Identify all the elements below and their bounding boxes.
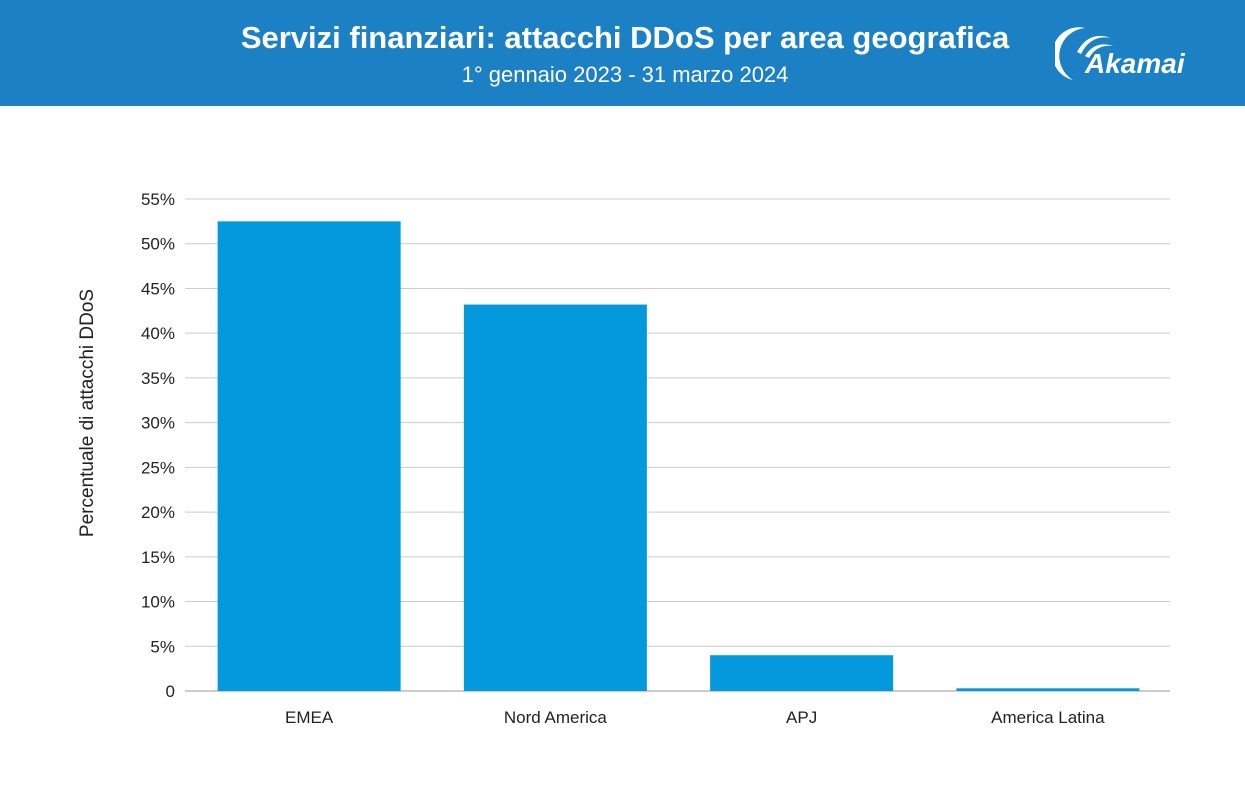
y-tick-label: 40% — [141, 324, 175, 343]
bar-apj — [710, 655, 894, 691]
akamai-logo: Akamai — [1055, 22, 1205, 86]
chart-title: Servizi finanziari: attacchi DDoS per ar… — [240, 20, 1010, 55]
y-tick-label: 25% — [141, 458, 175, 477]
y-tick-label: 5% — [150, 637, 175, 656]
y-tick-label: 55% — [141, 190, 175, 209]
y-tick-label: 50% — [141, 235, 175, 254]
y-tick-label: 35% — [141, 369, 175, 388]
bar-america-latina — [956, 688, 1140, 691]
logo-text: Akamai — [1085, 48, 1185, 79]
y-tick-label: 10% — [141, 593, 175, 612]
bar-emea — [217, 221, 401, 691]
x-tick-label: APJ — [786, 708, 817, 727]
y-tick-label: 0 — [166, 682, 175, 701]
x-tick-label: America Latina — [991, 708, 1105, 727]
header-banner: Servizi finanziari: attacchi DDoS per ar… — [0, 0, 1245, 106]
x-tick-label: EMEA — [285, 708, 334, 727]
y-tick-label: 45% — [141, 279, 175, 298]
bar-nord-america — [463, 304, 647, 691]
chart-subtitle: 1° gennaio 2023 - 31 marzo 2024 — [461, 62, 789, 87]
akamai-wave-icon — [1055, 27, 1113, 80]
y-axis-label: Percentuale di attacchi DDoS — [77, 289, 98, 537]
x-tick-label: Nord America — [504, 708, 608, 727]
y-tick-label: 15% — [141, 548, 175, 567]
y-tick-label: 30% — [141, 414, 175, 433]
y-tick-label: 20% — [141, 503, 175, 522]
